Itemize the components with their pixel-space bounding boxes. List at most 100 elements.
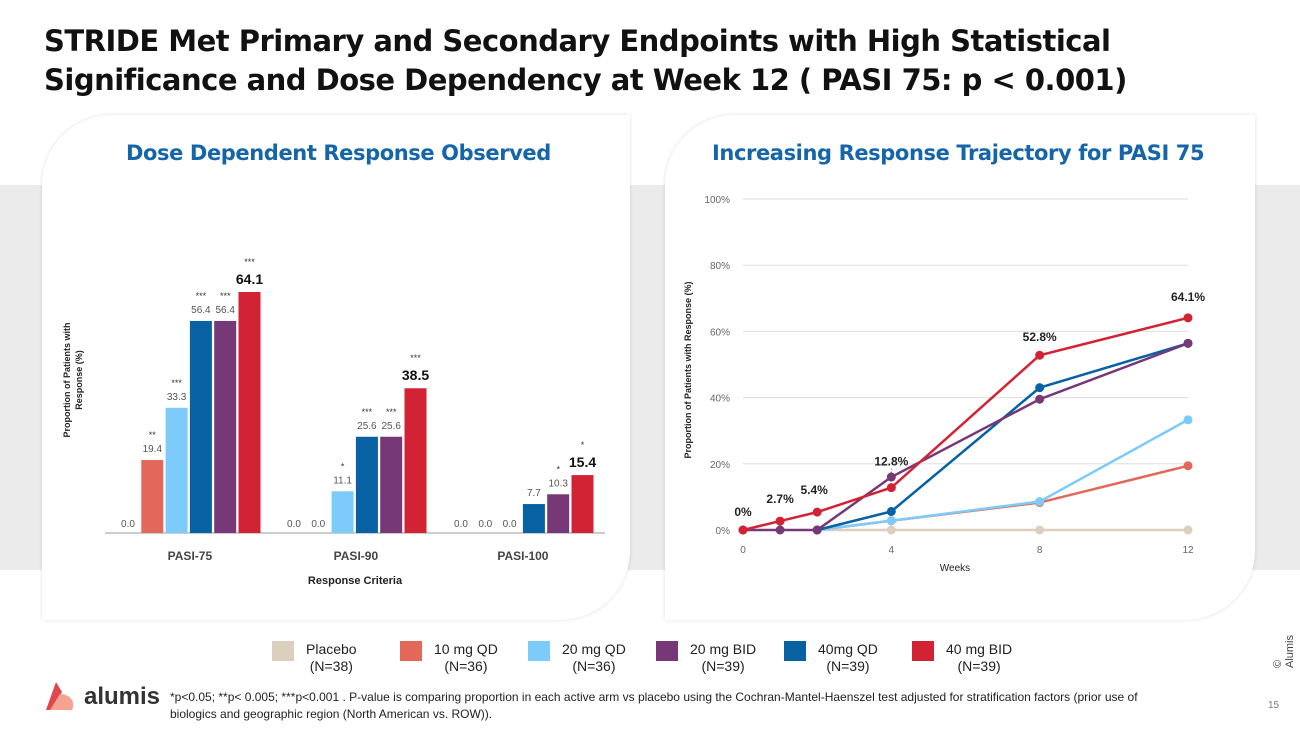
significance-marker: *** <box>244 257 255 267</box>
category-label: PASI-75 <box>168 549 213 563</box>
significance-marker: ** <box>149 430 157 440</box>
legend-swatch <box>528 641 550 661</box>
data-point <box>886 506 896 516</box>
significance-marker: * <box>556 464 560 474</box>
data-point <box>1183 525 1193 535</box>
legend-n: (N=38) <box>309 658 353 674</box>
data-label: 25.6 <box>357 421 377 432</box>
legend-label: Placebo <box>306 641 357 657</box>
bar <box>404 388 427 533</box>
y-tick-label: 0% <box>716 526 731 537</box>
data-label: 0.0 <box>121 519 135 530</box>
annotation-label: 2.7% <box>766 492 794 506</box>
data-label: 25.6 <box>381 421 401 432</box>
x-tick-label: 0 <box>740 545 746 556</box>
bar <box>238 292 261 533</box>
bar <box>214 320 237 533</box>
legend-n: (N=39) <box>701 658 745 674</box>
annotation-label: 12.8% <box>874 455 908 469</box>
data-point <box>1035 497 1045 507</box>
y-tick-label: 60% <box>710 327 730 338</box>
data-point <box>1183 415 1193 425</box>
data-point <box>886 516 896 526</box>
bar <box>165 407 188 533</box>
y-tick-label: 20% <box>710 460 730 471</box>
bar <box>189 320 212 533</box>
data-label: 11.1 <box>333 475 352 486</box>
data-point <box>1035 350 1045 360</box>
data-point <box>812 525 822 535</box>
bar <box>141 460 164 533</box>
x-axis-title: Weeks <box>940 563 970 574</box>
legend-n: (N=39) <box>957 658 1001 674</box>
line-chart-title: Increasing Response Trajectory for PASI … <box>712 141 1205 165</box>
legend-label: 40mg QD <box>818 641 878 657</box>
legend-item: 20 mg BID (N=39) <box>656 641 784 675</box>
alumis-logo: alumis <box>42 680 160 714</box>
legend-swatch <box>272 641 294 661</box>
significance-marker: * <box>341 461 345 471</box>
bar <box>571 475 594 533</box>
data-label: 33.3 <box>167 392 187 403</box>
data-point <box>775 516 785 526</box>
y-axis-title: Proportion of Patients with Response (%) <box>62 323 84 438</box>
bar <box>380 436 403 533</box>
y-tick-label: 40% <box>710 394 730 405</box>
bar-chart-card <box>42 115 630 620</box>
y-axis-title: Proportion of Patients with Response (%) <box>683 281 693 458</box>
page-number: 15 <box>1268 700 1280 711</box>
series-line <box>743 342 1189 532</box>
data-point <box>1035 383 1045 393</box>
legend-item: 40mg QD (N=39) <box>784 641 912 675</box>
significance-marker: *** <box>410 353 421 363</box>
significance-marker: *** <box>220 291 231 301</box>
series-line <box>816 342 1189 532</box>
x-axis-title: Response Criteria <box>308 575 403 587</box>
legend-label: 10 mg QD <box>434 641 498 657</box>
data-label: 0.0 <box>478 519 492 530</box>
legend-item: 10 mg QD (N=36) <box>400 641 528 675</box>
category-label: PASI-90 <box>334 549 379 563</box>
x-tick-label: 4 <box>889 545 895 556</box>
slide-title: STRIDE Met Primary and Secondary Endpoin… <box>44 24 1127 97</box>
logo-text: alumis <box>84 683 161 710</box>
data-point <box>886 525 896 535</box>
footnote: *p<0.05; **p< 0.005; ***p<0.001 . P-valu… <box>170 690 1138 721</box>
series-line <box>742 316 1189 532</box>
data-point <box>886 472 896 482</box>
annotation-label: 5.4% <box>800 483 828 497</box>
data-label: 38.5 <box>402 367 429 383</box>
series-line <box>817 464 1189 532</box>
legend-n: (N=36) <box>444 658 488 674</box>
legend: Placebo (N=38) 10 mg QD (N=36) 20 mg QD (N=36… <box>272 641 1040 675</box>
legend-item: 40 mg BID (N=39) <box>912 641 1040 675</box>
data-point <box>1035 525 1045 535</box>
data-point <box>812 507 822 517</box>
x-tick-label: 12 <box>1182 545 1194 556</box>
data-label: 56.4 <box>215 305 235 316</box>
data-point <box>775 525 785 535</box>
significance-marker: * <box>581 440 585 450</box>
legend-swatch <box>400 641 422 661</box>
legend-item: 20 mg QD (N=36) <box>528 641 656 675</box>
bar-chart-title: Dose Dependent Response Observed <box>126 141 551 165</box>
legend-n: (N=36) <box>572 658 616 674</box>
legend-item: Placebo (N=38) <box>272 641 400 675</box>
data-point <box>738 525 748 535</box>
significance-marker: *** <box>386 407 397 417</box>
bar <box>547 494 570 533</box>
data-point <box>886 483 896 493</box>
significance-marker: *** <box>196 291 207 301</box>
annotation-label: 64.1% <box>1171 290 1205 304</box>
logo-icon <box>46 682 74 710</box>
legend-n: (N=39) <box>826 658 870 674</box>
data-label: 15.4 <box>569 454 596 470</box>
data-label: 19.4 <box>143 444 163 455</box>
category-label: PASI-100 <box>497 549 548 563</box>
legend-label: 20 mg BID <box>690 641 757 657</box>
data-label: 7.7 <box>527 488 541 499</box>
legend-swatch <box>656 641 678 661</box>
data-label: 64.1 <box>236 271 263 287</box>
annotation-label: 0% <box>734 505 752 519</box>
